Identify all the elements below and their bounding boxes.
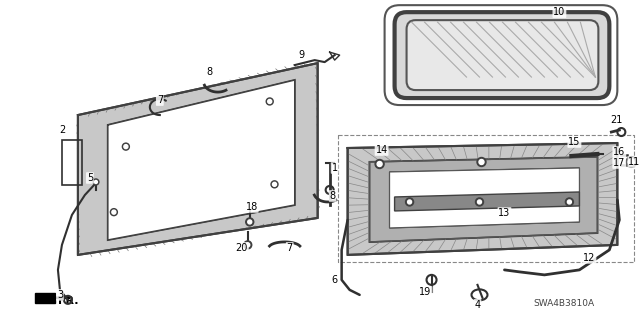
- Text: 2: 2: [59, 125, 65, 135]
- Circle shape: [112, 210, 116, 214]
- PathPatch shape: [78, 63, 317, 255]
- Circle shape: [110, 209, 117, 216]
- Text: 15: 15: [568, 137, 580, 147]
- FancyBboxPatch shape: [395, 12, 609, 98]
- Text: 3: 3: [57, 290, 63, 300]
- Circle shape: [246, 243, 250, 247]
- Circle shape: [266, 98, 273, 105]
- Text: 4: 4: [474, 300, 481, 310]
- Polygon shape: [395, 192, 579, 211]
- Text: 7: 7: [157, 95, 163, 105]
- Text: 18: 18: [246, 202, 258, 212]
- PathPatch shape: [348, 143, 618, 255]
- Text: 9: 9: [299, 50, 305, 60]
- Circle shape: [406, 198, 413, 206]
- Circle shape: [377, 161, 382, 167]
- Text: 8: 8: [207, 67, 213, 77]
- FancyBboxPatch shape: [406, 20, 598, 90]
- Text: 8: 8: [330, 191, 336, 201]
- Circle shape: [95, 181, 97, 183]
- Text: 13: 13: [499, 208, 511, 218]
- Text: 6: 6: [332, 275, 338, 285]
- PathPatch shape: [370, 157, 597, 242]
- Text: 7: 7: [287, 243, 293, 253]
- Text: 19: 19: [419, 287, 431, 297]
- Circle shape: [477, 200, 481, 204]
- Circle shape: [408, 200, 412, 204]
- Text: 11: 11: [628, 157, 640, 167]
- Text: 12: 12: [583, 253, 596, 263]
- Text: 1: 1: [332, 163, 338, 173]
- Circle shape: [477, 158, 486, 167]
- Circle shape: [244, 241, 252, 249]
- Circle shape: [568, 200, 572, 204]
- Text: 10: 10: [554, 7, 566, 17]
- Text: 5: 5: [87, 173, 93, 183]
- Text: 16: 16: [613, 147, 625, 157]
- Circle shape: [375, 160, 384, 168]
- Text: 21: 21: [610, 115, 623, 125]
- Circle shape: [271, 181, 278, 188]
- Circle shape: [122, 143, 129, 150]
- Circle shape: [268, 100, 272, 103]
- Text: 20: 20: [236, 243, 248, 253]
- Text: 17: 17: [613, 158, 625, 168]
- Circle shape: [246, 218, 253, 226]
- Circle shape: [248, 220, 252, 224]
- Polygon shape: [390, 168, 579, 228]
- Circle shape: [479, 160, 484, 165]
- Text: 14: 14: [376, 145, 388, 155]
- Circle shape: [565, 198, 573, 206]
- Circle shape: [93, 179, 99, 185]
- Polygon shape: [35, 293, 55, 303]
- Bar: [62, 140, 82, 185]
- Text: SWA4B3810A: SWA4B3810A: [533, 299, 595, 308]
- Polygon shape: [108, 80, 294, 240]
- Text: FR.: FR.: [58, 296, 79, 306]
- Circle shape: [273, 182, 276, 186]
- Circle shape: [476, 198, 483, 206]
- Circle shape: [124, 145, 128, 149]
